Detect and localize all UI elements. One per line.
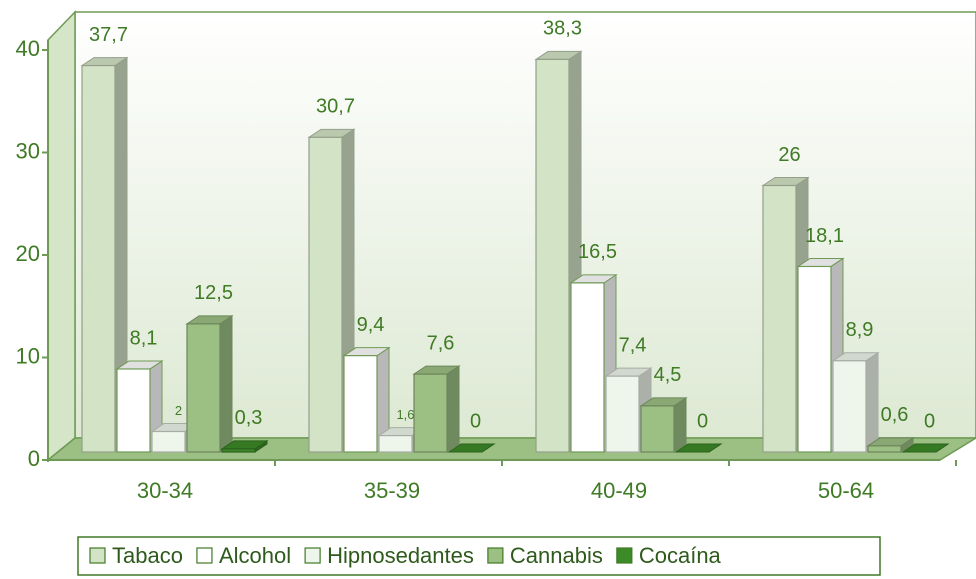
legend-swatch — [304, 547, 321, 564]
bar-front — [605, 375, 640, 453]
bar-side — [865, 351, 879, 453]
y-tick-label: 0 — [28, 446, 40, 471]
legend-label: Cocaína — [639, 543, 722, 568]
bar-front — [413, 373, 448, 453]
value-label: 0 — [924, 410, 935, 432]
bar — [447, 443, 496, 453]
value-label: 12,5 — [194, 282, 233, 304]
value-label: 16,5 — [578, 241, 617, 263]
value-label: 8,1 — [130, 327, 158, 349]
x-tick-label: 30-34 — [137, 478, 193, 503]
y-tick-label: 10 — [16, 343, 40, 368]
bar-front — [221, 448, 256, 453]
bar-top — [674, 443, 723, 453]
value-label: 0 — [470, 410, 481, 432]
x-tick-label: 50-64 — [818, 478, 874, 503]
value-label: 0,6 — [881, 404, 909, 426]
value-label: 37,7 — [89, 24, 128, 46]
legend-swatch — [196, 547, 213, 564]
value-label: 8,9 — [846, 319, 874, 341]
value-label: 7,6 — [427, 332, 455, 354]
bar-front — [343, 355, 378, 453]
bar-top — [901, 443, 950, 453]
y-tick-label: 20 — [16, 241, 40, 266]
value-label: 30,7 — [316, 96, 355, 118]
bar-front — [797, 265, 832, 453]
value-label: 0,3 — [235, 407, 263, 429]
bar-front — [867, 445, 902, 453]
x-tick-label: 35-39 — [364, 478, 420, 503]
legend-swatch — [89, 547, 106, 564]
bar-front — [535, 58, 570, 453]
legend-label: Tabaco — [112, 543, 183, 568]
bar-front — [151, 430, 186, 453]
value-label: 26 — [778, 144, 800, 166]
bar-front — [378, 435, 413, 453]
bar — [220, 439, 269, 453]
bar — [639, 396, 688, 453]
bar-front — [640, 405, 675, 453]
bar-front — [81, 64, 116, 453]
bar-front — [570, 282, 605, 453]
bar — [342, 346, 391, 453]
y-tick-label: 40 — [16, 36, 40, 61]
legend-label: Alcohol — [219, 543, 291, 568]
bar — [674, 443, 723, 453]
bar — [412, 365, 461, 453]
legend-swatch — [616, 547, 633, 564]
legend-label: Cannabis — [510, 543, 603, 568]
bar-front — [762, 184, 797, 453]
value-label: 4,5 — [654, 364, 682, 386]
bar — [80, 56, 129, 453]
value-label: 0 — [697, 410, 708, 432]
value-label: 1,6 — [396, 407, 414, 422]
x-tick-label: 40-49 — [591, 478, 647, 503]
bar-front — [186, 323, 221, 453]
bar — [831, 351, 880, 453]
bar-front — [308, 136, 343, 453]
legend-swatch — [487, 547, 504, 564]
value-label: 2 — [175, 403, 182, 418]
side-wall — [47, 10, 76, 462]
value-label: 9,4 — [357, 314, 385, 336]
bar-side — [219, 314, 233, 453]
legend-label: Hipnosedantes — [327, 543, 474, 568]
bar — [901, 443, 950, 453]
bar-side — [673, 396, 687, 453]
value-label: 18,1 — [805, 225, 844, 247]
bar-side — [446, 365, 460, 453]
bar-front — [832, 360, 867, 453]
bar-top — [447, 443, 496, 453]
y-tick-label: 30 — [16, 138, 40, 163]
bar-front — [116, 368, 151, 453]
bar — [185, 314, 234, 453]
bar — [866, 436, 915, 453]
value-label: 7,4 — [619, 334, 647, 356]
value-label: 38,3 — [543, 18, 582, 40]
